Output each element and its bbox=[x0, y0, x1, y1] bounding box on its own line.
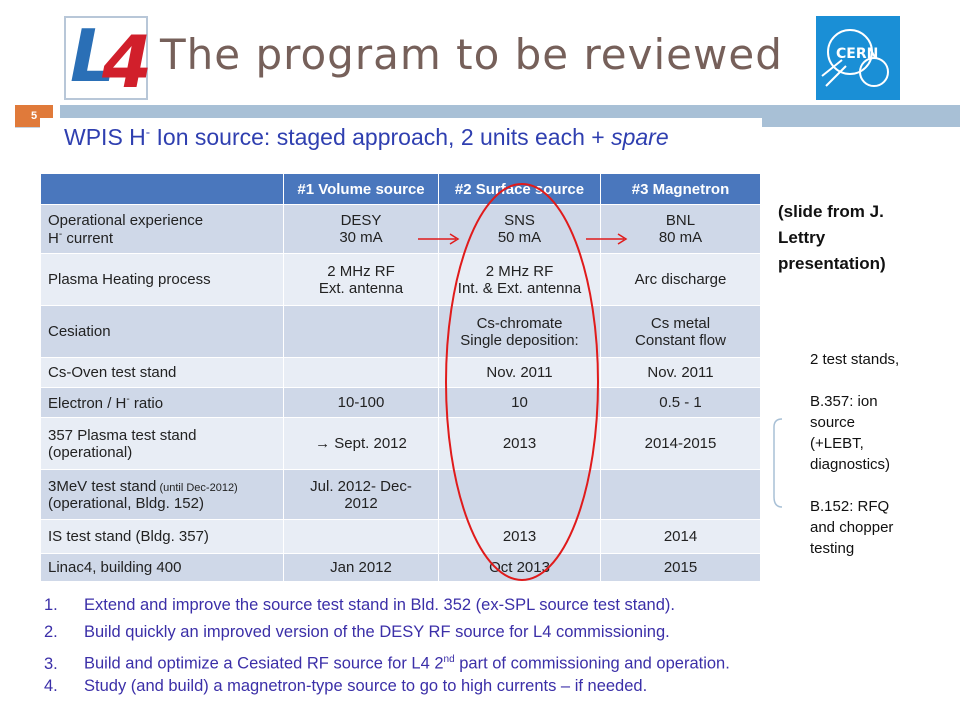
subtitle-background bbox=[40, 118, 762, 162]
note-line bbox=[810, 370, 955, 391]
note-line: testing bbox=[810, 540, 855, 557]
table-cell bbox=[283, 519, 439, 554]
svg-text:CERN: CERN bbox=[836, 46, 878, 62]
subtitle: WPIS H- Ion source: staged approach, 2 u… bbox=[64, 124, 669, 151]
table-header-row: #1 Volume source #2 Surface source #3 Ma… bbox=[40, 173, 761, 205]
table-header-cell: #3 Magnetron bbox=[600, 173, 761, 205]
table-row: IS test stand (Bldg. 357) 2013 2014 bbox=[40, 519, 761, 554]
list-item: 4. Study (and build) a magnetron-type sou… bbox=[44, 677, 648, 695]
source-note-line: presentation) bbox=[778, 254, 886, 273]
table-row: Linac4, building 400 Jan 2012 Oct 2013 2… bbox=[40, 553, 761, 582]
table-cell bbox=[600, 469, 761, 520]
header-divider bbox=[15, 127, 63, 128]
subtitle-part1: WPIS H bbox=[64, 124, 146, 150]
list-item: 1. Extend and improve the source test sta… bbox=[44, 596, 675, 614]
table-cell: Oct 2013 bbox=[438, 553, 601, 582]
row-label: Operational experience H- current bbox=[40, 204, 284, 254]
table-cell: 2 MHz RF Ext. antenna bbox=[283, 253, 439, 306]
table-cell bbox=[283, 305, 439, 358]
row-label: Cesiation bbox=[40, 305, 284, 358]
table-cell: 2014 bbox=[600, 519, 761, 554]
l4-logo-letter: L bbox=[70, 14, 116, 98]
table-cell: 0.5 - 1 bbox=[600, 387, 761, 418]
arrow-right-icon bbox=[586, 233, 628, 245]
table-cell: → Sept. 2012 bbox=[283, 417, 439, 470]
bracket-icon bbox=[773, 418, 783, 508]
table-row: Cs-Oven test stand Nov. 2011 Nov. 2011 bbox=[40, 357, 761, 388]
table-row: Operational experience H- current DESY 30 … bbox=[40, 204, 761, 254]
steps-list: 1. Extend and improve the source test sta… bbox=[44, 592, 730, 700]
table-cell: BNL 80 mA bbox=[600, 204, 761, 254]
cern-logo: CERN bbox=[816, 16, 900, 100]
row-label: Cs-Oven test stand bbox=[40, 357, 284, 388]
table-cell: Nov. 2011 bbox=[600, 357, 761, 388]
table-row: 3MeV test stand (until Dec-2012) (operati… bbox=[40, 469, 761, 520]
source-note: (slide from J. Lettry presentation) bbox=[778, 199, 886, 277]
subtitle-part3: spare bbox=[611, 124, 669, 150]
table-cell: DESY 30 mA bbox=[283, 204, 439, 254]
table-header-cell: #1 Volume source bbox=[283, 173, 439, 205]
subtitle-sup: - bbox=[145, 124, 151, 140]
review-table: #1 Volume source #2 Surface source #3 Ma… bbox=[40, 173, 761, 582]
list-item: 2. Build quickly an improved version of t… bbox=[44, 623, 670, 641]
row-label: IS test stand (Bldg. 357) bbox=[40, 519, 284, 554]
table-cell: 2015 bbox=[600, 553, 761, 582]
row-label: Plasma Heating process bbox=[40, 253, 284, 306]
cern-logo-graphic: CERN bbox=[821, 29, 889, 87]
table-row: Plasma Heating process 2 MHz RF Ext. ante… bbox=[40, 253, 761, 306]
note-line: B.357: ion bbox=[810, 393, 878, 410]
note-line: B.152: RFQ bbox=[810, 498, 890, 515]
table-row: Cesiation Cs-chromate Single deposition: … bbox=[40, 305, 761, 358]
subtitle-part2: Ion source: staged approach, 2 units eac… bbox=[150, 124, 612, 150]
list-item: 3. Build and optimize a Cesiated RF sourc… bbox=[44, 654, 730, 673]
note-line: diagnostics) bbox=[810, 456, 891, 473]
note-line: source bbox=[810, 414, 856, 431]
highlight-ellipse bbox=[445, 183, 599, 581]
l4-logo-number: 4 bbox=[102, 20, 153, 104]
table-row: Electron / H- ratio 10-100 10 0.5 - 1 bbox=[40, 387, 761, 418]
l4-logo: L 4 bbox=[64, 14, 152, 102]
table-cell: Nov. 2011 bbox=[438, 357, 601, 388]
test-stands-note: 2 test stands, B.357: ion source (+LEBT,… bbox=[810, 349, 955, 559]
source-note-line: (slide from J. bbox=[778, 202, 884, 221]
table-cell: Jul. 2012- Dec- 2012 bbox=[283, 469, 439, 520]
table-cell: 2014-2015 bbox=[600, 417, 761, 470]
table-cell bbox=[283, 357, 439, 388]
page-title: The program to be reviewed bbox=[160, 30, 783, 79]
table-cell: Jan 2012 bbox=[283, 553, 439, 582]
table-header-cell bbox=[40, 173, 284, 205]
table-cell: 2 MHz RF Int. & Ext. antenna bbox=[438, 253, 601, 306]
table-cell: Cs metal Constant flow bbox=[600, 305, 761, 358]
table-cell: Arc discharge bbox=[600, 253, 761, 306]
table-header-cell: #2 Surface source bbox=[438, 173, 601, 205]
note-line: (+LEBT, bbox=[810, 435, 864, 452]
table-cell: Cs-chromate Single deposition: bbox=[438, 305, 601, 358]
note-line: 2 test stands, bbox=[810, 351, 900, 368]
row-label: 357 Plasma test stand (operational) bbox=[40, 417, 284, 470]
row-label: Linac4, building 400 bbox=[40, 553, 284, 582]
note-line bbox=[810, 475, 955, 496]
row-label: 3MeV test stand (until Dec-2012) (operati… bbox=[40, 469, 284, 520]
table-row: 357 Plasma test stand (operational) → Sep… bbox=[40, 417, 761, 470]
note-line: and chopper bbox=[810, 519, 894, 536]
table-cell: 10-100 bbox=[283, 387, 439, 418]
source-note-line: Lettry bbox=[778, 228, 826, 247]
arrow-right-icon bbox=[418, 233, 460, 245]
table-cell: 10 bbox=[438, 387, 601, 418]
row-label: Electron / H- ratio bbox=[40, 387, 284, 418]
